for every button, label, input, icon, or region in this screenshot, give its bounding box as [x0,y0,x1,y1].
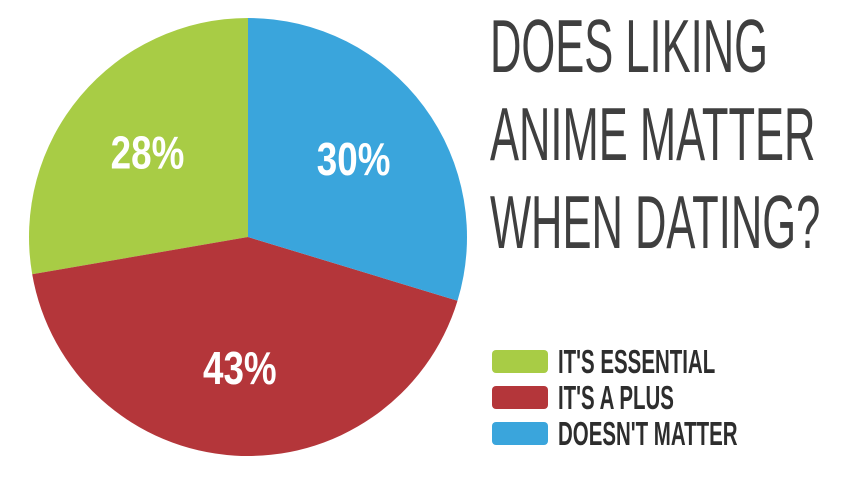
legend-swatch-red [492,386,548,409]
chart-title-line-3: WHEN DATING? [490,180,821,264]
legend-label: IT'S A PLUS [558,378,674,416]
pie-slice-percentage-label: 30% [317,133,391,185]
pie-slice-doesn-t-matter [248,18,468,301]
legend-item-its-essential: IT'S ESSENTIAL [492,343,848,380]
legend-label: DOESN'T MATTER [558,414,738,452]
chart-title-line-2: ANIME MATTER [490,92,816,176]
chart-title-line-1: DOES LIKING [490,4,768,88]
legend-label: IT'S ESSENTIAL [558,342,716,380]
pie-slice-it-s-a-plus [32,237,458,456]
pie-slice-percentage-label: 28% [111,126,185,178]
legend-swatch-green [492,350,548,373]
legend-item-its-a-plus: IT'S A PLUS [492,379,848,416]
legend-item-doesnt-matter: DOESN'T MATTER [492,415,848,452]
legend-swatch-blue [492,422,548,445]
pie-slices-group: 28% 43% 30% [29,18,468,456]
pie-slice-percentage-label: 43% [203,342,277,394]
pie-slice-it-s-essential [29,18,249,275]
chart-title: DOES LIKING ANIME MATTER WHEN DATING? [490,2,838,266]
legend: IT'S ESSENTIAL IT'S A PLUS DOESN'T MATTE… [492,343,848,452]
